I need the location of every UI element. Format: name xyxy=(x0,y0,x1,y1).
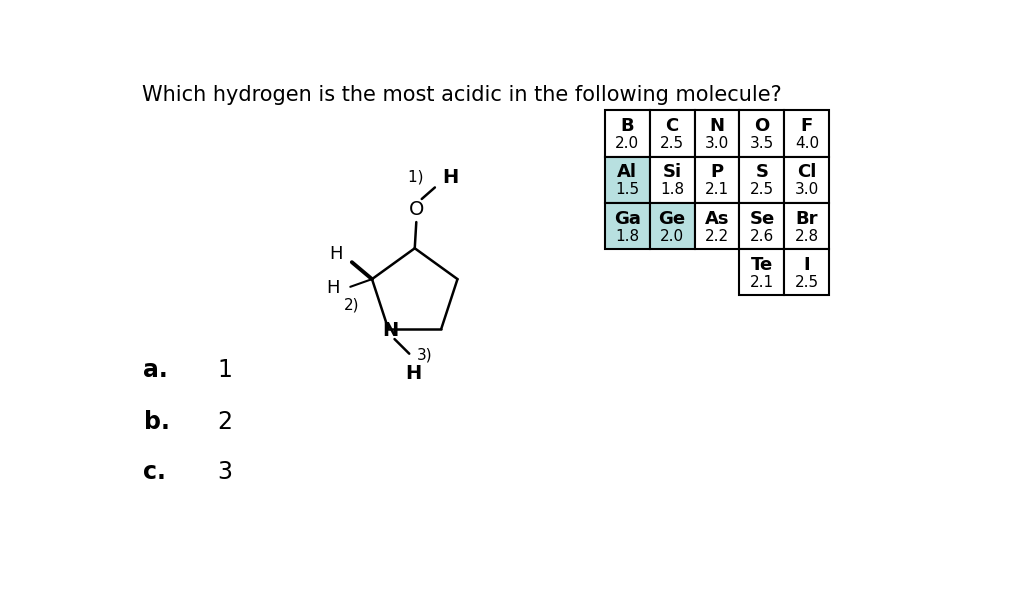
Text: Ge: Ge xyxy=(658,209,686,228)
Text: Si: Si xyxy=(663,163,682,181)
Text: 3: 3 xyxy=(217,460,232,484)
Text: H: H xyxy=(326,279,339,296)
Text: 2.1: 2.1 xyxy=(705,183,729,197)
Text: As: As xyxy=(705,209,729,228)
Text: Al: Al xyxy=(617,163,637,181)
Text: 3): 3) xyxy=(417,347,432,363)
Text: 2.5: 2.5 xyxy=(750,183,774,197)
Text: Se: Se xyxy=(750,209,774,228)
Text: F: F xyxy=(801,117,813,135)
Bar xyxy=(784,157,829,203)
Text: 2.1: 2.1 xyxy=(750,275,774,290)
Text: H: H xyxy=(329,246,343,263)
Text: Which hydrogen is the most acidic in the following molecule?: Which hydrogen is the most acidic in the… xyxy=(142,85,781,105)
Text: 2.5: 2.5 xyxy=(660,136,684,151)
Text: B: B xyxy=(621,117,634,135)
Text: 4.0: 4.0 xyxy=(795,136,819,151)
Text: C: C xyxy=(666,117,679,135)
Text: 2.5: 2.5 xyxy=(795,275,819,290)
Text: O: O xyxy=(755,117,770,135)
Text: 1.8: 1.8 xyxy=(660,183,684,197)
Bar xyxy=(739,203,784,249)
Text: 3.0: 3.0 xyxy=(795,183,819,197)
Text: 2.2: 2.2 xyxy=(705,228,729,244)
Bar xyxy=(784,249,829,295)
Bar xyxy=(784,110,829,157)
Text: Te: Te xyxy=(751,256,773,274)
Text: 3.5: 3.5 xyxy=(750,136,774,151)
Text: Cl: Cl xyxy=(798,163,816,181)
Text: a.: a. xyxy=(143,358,168,382)
Text: 2.6: 2.6 xyxy=(750,228,774,244)
Text: 2.0: 2.0 xyxy=(660,228,684,244)
Text: 1): 1) xyxy=(409,170,429,185)
Bar xyxy=(739,110,784,157)
Text: b.: b. xyxy=(143,410,169,433)
Text: 1.5: 1.5 xyxy=(615,183,639,197)
Text: 2): 2) xyxy=(344,298,359,313)
Text: 1: 1 xyxy=(217,358,232,382)
Text: P: P xyxy=(711,163,724,181)
Text: 2.0: 2.0 xyxy=(615,136,639,151)
Bar xyxy=(649,110,694,157)
Bar xyxy=(649,157,694,203)
Text: Br: Br xyxy=(796,209,818,228)
Text: S: S xyxy=(756,163,768,181)
Bar xyxy=(739,157,784,203)
Text: H: H xyxy=(406,364,421,383)
Text: 3.0: 3.0 xyxy=(705,136,729,151)
Text: 2: 2 xyxy=(217,410,232,433)
Bar xyxy=(604,110,649,157)
Text: 2.8: 2.8 xyxy=(795,228,819,244)
Text: c.: c. xyxy=(143,460,166,484)
Bar xyxy=(784,203,829,249)
Text: 1.8: 1.8 xyxy=(615,228,639,244)
Bar xyxy=(694,110,739,157)
Bar xyxy=(649,203,694,249)
Bar xyxy=(739,249,784,295)
Bar xyxy=(604,157,649,203)
Text: N: N xyxy=(710,117,725,135)
Text: O: O xyxy=(409,200,424,219)
Text: I: I xyxy=(804,256,810,274)
Bar xyxy=(694,203,739,249)
Text: H: H xyxy=(442,168,458,187)
Bar xyxy=(604,203,649,249)
Text: Ga: Ga xyxy=(613,209,641,228)
Text: N: N xyxy=(382,321,398,340)
Bar xyxy=(694,157,739,203)
